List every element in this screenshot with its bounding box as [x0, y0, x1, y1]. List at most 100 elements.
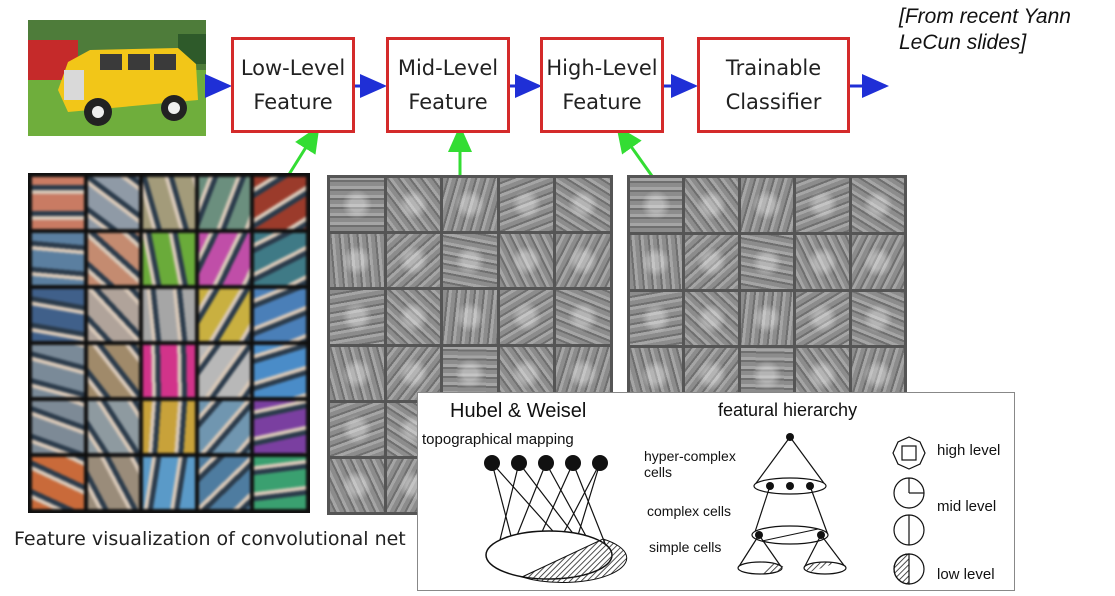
low-level-filter-cell: [87, 289, 140, 341]
low-level-filter-cell: [32, 401, 84, 453]
low-level-filter-cell: [87, 401, 140, 453]
mid-level-filter-cell: [330, 290, 384, 344]
low-level-filter-cell: [32, 289, 84, 341]
topographic-neurons: [484, 455, 628, 583]
high-level-filter-cell: [630, 178, 683, 232]
mid-level-filter-cell: [386, 178, 441, 232]
low-level-filter-cell: [254, 233, 306, 285]
stage-label-line2: Feature: [408, 90, 488, 114]
hyper-complex-label: hyper-complex cells: [644, 448, 736, 480]
hubel-weisel-title: Hubel & Weisel: [450, 400, 587, 422]
low-level-filter-cell: [254, 289, 306, 341]
mid-level-feature-box: Mid-Level Feature: [386, 37, 510, 133]
mid-level-icon: [893, 477, 925, 509]
low-level-filter-cell: [143, 457, 195, 509]
high-level-filter-grid: [627, 175, 907, 405]
mid-level-filter-cell: [386, 234, 441, 288]
high-level-filter-cell: [630, 234, 683, 289]
high-level-filter-cell: [630, 291, 683, 346]
low-level-filter-cell: [198, 457, 251, 509]
low-level-filter-cell: [198, 289, 251, 341]
mid-level-filter-cell: [443, 234, 497, 288]
mid-level-filter-cell: [556, 346, 610, 400]
mid-level-filter-cell: [499, 178, 554, 232]
stage-label-line2: Feature: [562, 90, 642, 114]
low-level-filter-cell: [143, 289, 195, 341]
low-level-filter-cell: [32, 233, 84, 285]
mid-level-filter-cell: [330, 346, 384, 400]
complex-cells-label: complex cells: [647, 503, 732, 519]
low-level-feature-box: Low-Level Feature: [231, 37, 355, 133]
low-level-filter-cell: [143, 345, 195, 397]
mid-level-filter-cell: [386, 290, 441, 344]
high-level-feature-box: High-Level Feature: [540, 37, 664, 133]
high-level-filter-cell: [796, 234, 849, 289]
high-level-filter-cell: [851, 291, 904, 346]
hyper-complex-line1: hyper-complex: [644, 448, 736, 464]
hierarchy-cones: [737, 433, 847, 575]
legend-mid-level: mid level: [937, 498, 997, 515]
high-level-filter-cell: [685, 291, 738, 346]
low-level-filter-cell: [254, 177, 306, 229]
low-level-filter-cell: [198, 233, 251, 285]
hubel-weisel-panel: Hubel & Weisel featural hierarchy topogr…: [417, 392, 1015, 591]
simple-cells-label: simple cells: [649, 539, 722, 555]
mid-level-filter-cell: [330, 458, 384, 512]
low-level-filter-cell: [87, 457, 140, 509]
low-level-filter-grid: [28, 173, 310, 513]
mid-level-filter-cell: [499, 346, 554, 400]
low-level-filter-cell: [254, 457, 306, 509]
stage-label-line2: Feature: [253, 90, 333, 114]
hubel-weisel-diagram: [484, 433, 926, 585]
low-level-filter-cell: [32, 457, 84, 509]
stage-label-line1: Mid-Level: [397, 56, 499, 80]
figure-caption: Feature visualization of convolutional n…: [14, 528, 406, 550]
stage-label-line2: Classifier: [725, 90, 822, 114]
car-photo: [28, 20, 206, 136]
low-level-filter-cell: [87, 233, 140, 285]
mid-level-filter-cell: [330, 234, 384, 288]
low-level-filter-cell: [143, 233, 195, 285]
low-level-filter-cell: [87, 345, 140, 397]
featural-hierarchy-title: featural hierarchy: [718, 400, 858, 420]
high-level-filter-cell: [685, 234, 738, 289]
low-level-filter-cell: [143, 401, 195, 453]
mid-level-filter-cell: [330, 178, 384, 232]
low-level-filter-cell: [198, 177, 251, 229]
topographical-mapping-label: topographical mapping: [422, 431, 574, 448]
stage-label-line1: High-Level: [546, 56, 658, 80]
mid-level-filter-cell: [499, 234, 554, 288]
high-level-filter-cell: [740, 178, 794, 232]
hyper-complex-line2: cells: [644, 464, 673, 480]
high-level-filter-cell: [851, 234, 904, 289]
mid-level-filter-cell: [330, 402, 384, 456]
high-level-filter-cell: [685, 178, 738, 232]
low-level-filter-cell: [32, 177, 84, 229]
mid-level-filter-cell: [556, 290, 610, 344]
high-level-icon: [892, 436, 926, 470]
link-arrow-low: [286, 125, 320, 177]
mid-level-filter-cell: [443, 346, 497, 400]
low-level-filter-cell: [198, 401, 251, 453]
mid-level-filter-cell: [386, 346, 441, 400]
high-level-filter-cell: [796, 291, 849, 346]
mid-level-icon-2: [893, 514, 925, 546]
low-level-filter-cell: [87, 177, 140, 229]
credit-text: [From recent Yann LeCun slides]: [899, 4, 1115, 56]
low-level-filter-cell: [198, 345, 251, 397]
mid-level-filter-cell: [443, 178, 497, 232]
low-level-icon: [893, 553, 925, 585]
low-level-filter-cell: [143, 177, 195, 229]
credit-line2: LeCun slides]: [899, 31, 1027, 54]
high-level-filter-cell: [851, 178, 904, 232]
high-level-filter-cell: [740, 234, 794, 289]
low-level-filter-cell: [254, 401, 306, 453]
mid-level-filter-cell: [443, 290, 497, 344]
low-level-filter-cell: [254, 345, 306, 397]
trainable-classifier-box: Trainable Classifier: [697, 37, 850, 133]
legend-low-level: low level: [937, 566, 995, 583]
low-level-filter-cell: [32, 345, 84, 397]
mid-level-filter-cell: [556, 178, 610, 232]
mid-level-filter-cell: [556, 234, 610, 288]
